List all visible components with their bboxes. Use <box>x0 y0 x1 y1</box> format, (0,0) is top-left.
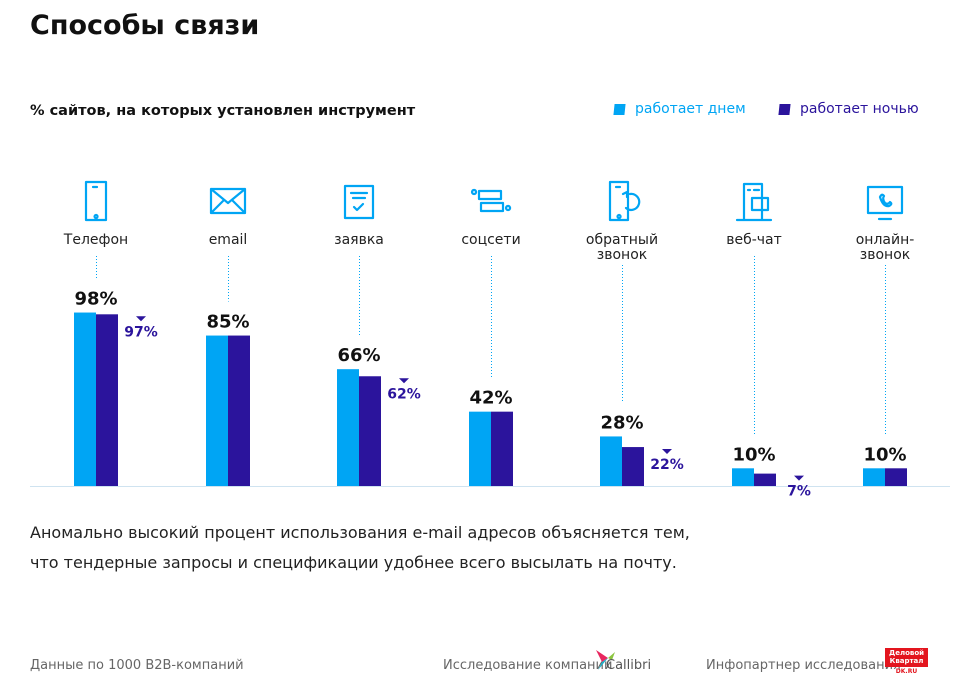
category-label: веб-чат <box>726 232 782 248</box>
night-marker-icon <box>399 378 409 384</box>
bar-night <box>228 335 250 486</box>
legend-night: работает ночью <box>778 101 919 117</box>
note-line: Аномально высокий процент использования … <box>30 523 690 542</box>
night-marker-icon <box>794 475 804 481</box>
category-label: email <box>209 232 248 248</box>
bar-night <box>622 447 644 486</box>
value-label-night: 22% <box>650 457 684 473</box>
bar-day <box>337 369 359 486</box>
legend-night-label: работает ночью <box>800 101 919 117</box>
value-label-night: 7% <box>787 484 811 500</box>
category-label: звонок <box>597 247 647 263</box>
value-label-day: 85% <box>206 312 249 333</box>
social-icon <box>470 188 512 213</box>
note-line: что тендерные запросы и спецификации удо… <box>30 553 677 572</box>
value-label-day: 10% <box>863 444 906 465</box>
bar-night <box>885 468 907 486</box>
footer-source: Данные по 1000 B2B-компаний <box>30 658 244 673</box>
legend-day: работает днем <box>613 101 746 117</box>
footer-partner: Инфопартнер исследования <box>706 658 901 673</box>
form-icon <box>343 184 375 220</box>
callback-icon <box>608 180 641 222</box>
bar-day <box>74 312 96 486</box>
bar-night <box>96 314 118 486</box>
night-marker-icon <box>136 316 146 322</box>
webchat-icon <box>735 182 773 222</box>
category-label: обратный <box>586 232 658 248</box>
bar-day <box>600 436 622 486</box>
partner-logo-url: DK.RU <box>895 668 918 675</box>
note: Аномально высокий процент использования … <box>30 518 690 578</box>
bar-night <box>359 376 381 486</box>
chart-subtitle: % сайтов, на которых установлен инструме… <box>30 103 416 119</box>
value-label-day: 66% <box>337 345 380 366</box>
bar-night <box>754 473 776 486</box>
callibri-logo-icon <box>596 650 615 670</box>
value-label-day: 28% <box>600 412 643 433</box>
bar-day <box>863 468 885 486</box>
footer-research-by: Исследование компании <box>443 658 613 673</box>
online-call-icon <box>866 185 904 221</box>
category-label: заявка <box>334 232 384 248</box>
partner-logo: Деловой Квартал <box>885 648 928 667</box>
category-label: онлайн- <box>856 232 915 248</box>
value-label-day: 98% <box>74 289 117 310</box>
value-label-night: 97% <box>124 324 158 340</box>
night-marker-icon <box>662 449 672 455</box>
page-title: Способы связи <box>30 10 260 41</box>
value-label-night: 62% <box>387 386 421 402</box>
value-label-day: 10% <box>732 444 775 465</box>
category-label: соцсети <box>461 232 520 248</box>
category-label: Телефон <box>63 232 128 248</box>
envelope-icon <box>209 187 247 215</box>
bar-night <box>491 411 513 486</box>
bar-chart: Телефон 98% 97% email 85% заявка 66% 62% соцсети… <box>30 180 950 500</box>
legend-day-label: работает днем <box>635 101 746 117</box>
phone-icon <box>84 180 108 222</box>
value-label-day: 42% <box>469 388 512 409</box>
footer-company: Callibri <box>606 658 652 673</box>
category-label: звонок <box>860 247 910 263</box>
bar-day <box>732 468 754 486</box>
bar-day <box>469 411 491 486</box>
bar-day <box>206 335 228 486</box>
